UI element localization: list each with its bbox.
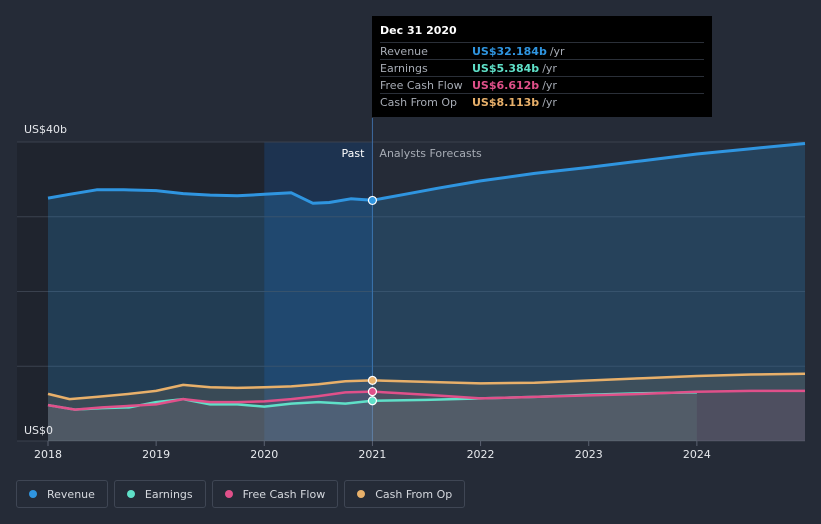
cash-from-op-line: [47, 372, 806, 401]
x-tick-label: 2024: [683, 448, 711, 461]
forecast-label: Analysts Forecasts: [379, 147, 482, 160]
tooltip-value: US$8.113b: [472, 95, 540, 109]
chart-canvas: US$40b US$0 2018 2019 2020 2021 2022 2023 2024 Pa…: [17, 118, 806, 461]
y-tick-label: US$0: [24, 424, 53, 437]
past-label: Past: [341, 147, 365, 160]
x-tick-label: 2019: [142, 448, 170, 461]
tooltip-value: US$6.612b: [472, 78, 540, 92]
chart-legend: Revenue Earnings Free Cash Flow Cash From O…: [16, 480, 466, 508]
tooltip-row: Cash From Op US$8.113b/yr: [380, 93, 704, 110]
data-tooltip: Dec 31 2020 Revenue US$32.184b/yr Earnings…: [372, 16, 712, 117]
free-cash-flow-line: [47, 389, 805, 411]
x-tick-label: 2022: [467, 448, 495, 461]
tooltip-label: Cash From Op: [380, 95, 458, 109]
tooltip-unit: /yr: [542, 78, 557, 92]
y-tick-label: US$40b: [24, 123, 67, 136]
legend-item-cash-from-op[interactable]: Cash From Op: [344, 480, 466, 508]
tooltip-label: Free Cash Flow: [380, 78, 463, 92]
legend-label: Cash From Op: [375, 487, 453, 501]
revenue-line: [47, 142, 806, 205]
legend-dot-icon: [357, 490, 366, 498]
legend-item-revenue[interactable]: Revenue: [16, 480, 108, 508]
x-tick-label: 2018: [34, 448, 62, 461]
cash-from-op-area: [48, 373, 805, 441]
tooltip-row: Free Cash Flow US$6.612b/yr: [380, 76, 704, 93]
cash-from-op-marker: [367, 375, 378, 385]
tooltip-row: Earnings US$5.384b/yr: [380, 59, 704, 76]
x-tick-label: 2021: [358, 448, 386, 461]
earnings-marker: [367, 396, 378, 406]
revenue-area: [48, 143, 805, 441]
tooltip-value: US$5.384b: [472, 61, 540, 75]
tooltip-unit: /yr: [542, 61, 557, 75]
legend-item-earnings[interactable]: Earnings: [113, 480, 206, 508]
tooltip-label: Revenue: [380, 44, 428, 58]
legend-item-free-cash-flow[interactable]: Free Cash Flow: [211, 480, 339, 508]
legend-dot-icon: [126, 490, 135, 498]
legend-label: Free Cash Flow: [242, 487, 326, 501]
x-tick-label: 2023: [575, 448, 603, 461]
legend-label: Earnings: [144, 487, 193, 501]
x-tick-label: 2020: [250, 448, 278, 461]
tooltip-unit: /yr: [549, 44, 565, 58]
free-cash-flow-marker: [367, 386, 378, 397]
revenue-marker: [367, 195, 378, 206]
legend-dot-icon: [29, 490, 37, 498]
legend-dot-icon: [224, 490, 233, 498]
tooltip-unit: /yr: [542, 95, 557, 109]
tooltip-label: Earnings: [380, 61, 428, 75]
tooltip-value: US$32.184b: [472, 44, 547, 58]
legend-label: Revenue: [47, 487, 95, 501]
tooltip-row: Revenue US$32.184b/yr: [380, 42, 704, 59]
tooltip-date: Dec 31 2020: [380, 24, 457, 37]
